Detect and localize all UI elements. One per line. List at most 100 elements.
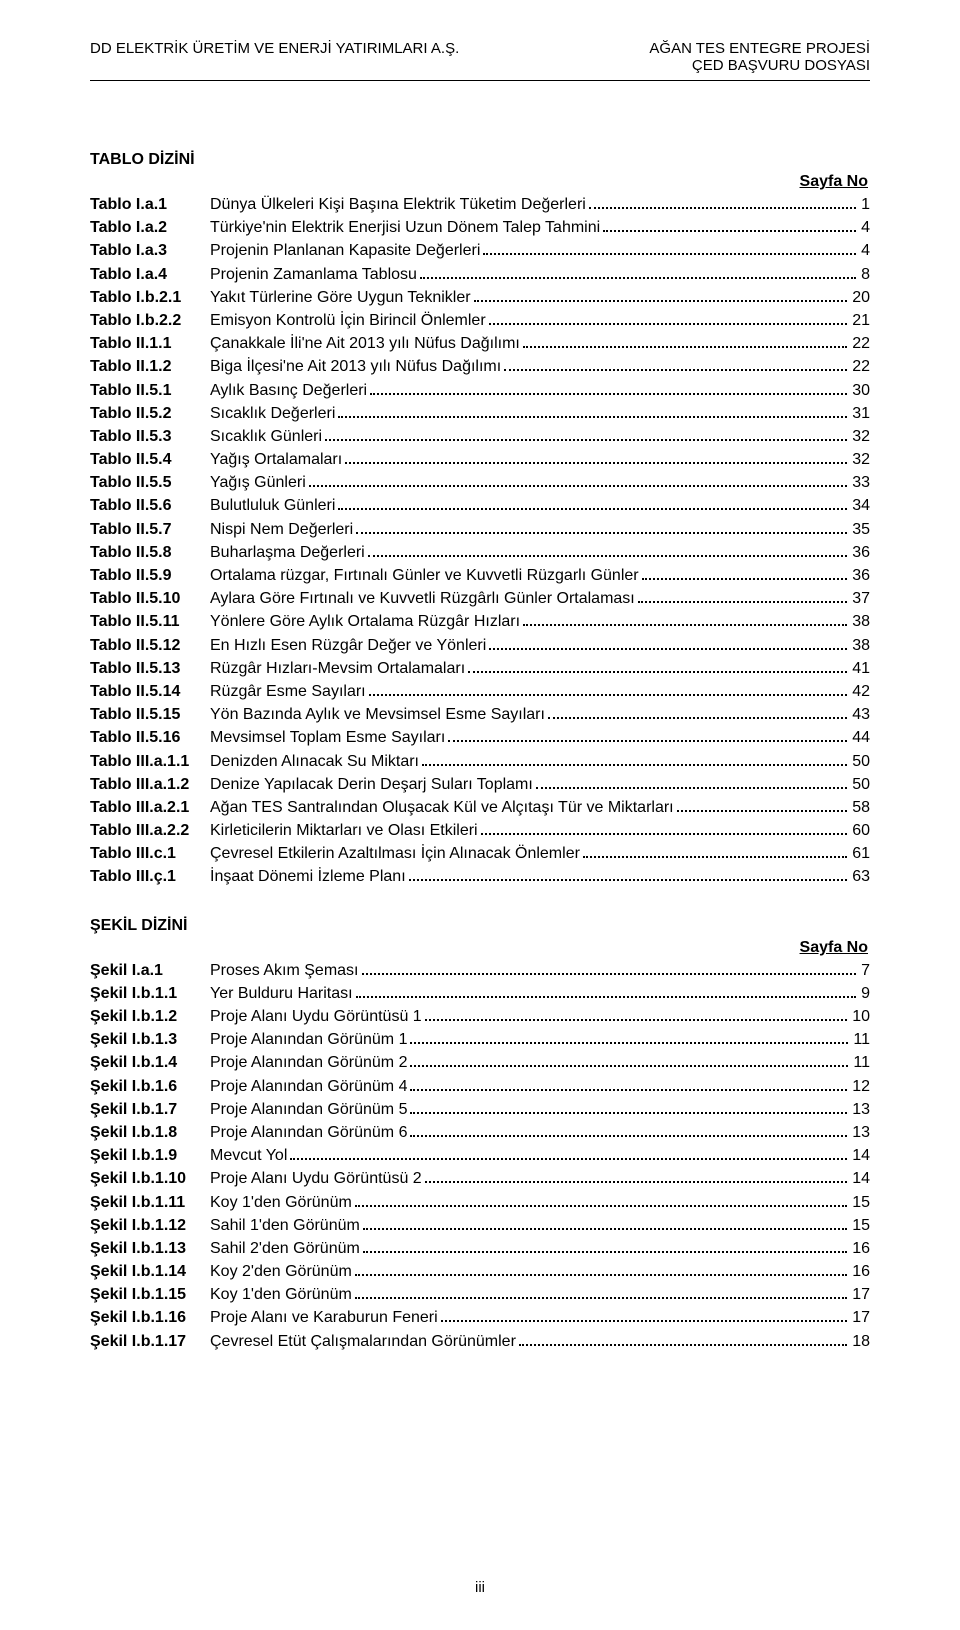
tablo-ref: Tablo II.5.10 bbox=[90, 587, 210, 610]
tablo-ref: Tablo II.5.4 bbox=[90, 448, 210, 471]
toc-leader-dots bbox=[504, 360, 847, 371]
tablo-page: 63 bbox=[850, 865, 870, 888]
toc-leader-dots bbox=[474, 291, 848, 302]
sekil-title: Sahil 2'den Görünüm bbox=[210, 1237, 360, 1260]
tablo-page: 42 bbox=[850, 680, 870, 703]
tablo-title: Projenin Planlanan Kapasite Değerleri bbox=[210, 239, 480, 262]
tablo-ref: Tablo I.a.1 bbox=[90, 193, 210, 216]
tablo-row: Tablo II.5.14Rüzgâr Esme Sayıları 42 bbox=[90, 680, 870, 703]
tablo-list: Tablo I.a.1Dünya Ülkeleri Kişi Başına El… bbox=[90, 193, 870, 889]
toc-leader-dots bbox=[363, 1219, 847, 1230]
tablo-row: Tablo II.5.10Aylara Göre Fırtınalı ve Ku… bbox=[90, 587, 870, 610]
tablo-page: 35 bbox=[850, 518, 870, 541]
tablo-title: Rüzgâr Esme Sayıları bbox=[210, 680, 366, 703]
sekil-row: Şekil I.b.1.16Proje Alanı ve Karaburun F… bbox=[90, 1306, 870, 1329]
tablo-row: Tablo II.5.15Yön Bazında Aylık ve Mevsim… bbox=[90, 703, 870, 726]
tablo-page: 50 bbox=[850, 773, 870, 796]
sekil-page: 7 bbox=[859, 959, 870, 982]
tablo-ref: Tablo I.a.3 bbox=[90, 239, 210, 262]
sekil-page: 13 bbox=[850, 1121, 870, 1144]
tablo-title: Nispi Nem Değerleri bbox=[210, 518, 353, 541]
tablo-row: Tablo II.5.4Yağış Ortalamaları32 bbox=[90, 448, 870, 471]
tablo-title: En Hızlı Esen Rüzgâr Değer ve Yönleri bbox=[210, 634, 486, 657]
tablo-page: 60 bbox=[850, 819, 870, 842]
sekil-title: Yer Bulduru Haritası bbox=[210, 982, 353, 1005]
tablo-row: Tablo II.5.16Mevsimsel Toplam Esme Sayıl… bbox=[90, 726, 870, 749]
toc-leader-dots bbox=[356, 987, 857, 998]
sekil-ref: Şekil I.b.1.14 bbox=[90, 1260, 210, 1283]
tablo-ref: Tablo II.5.13 bbox=[90, 657, 210, 680]
tablo-page: 38 bbox=[850, 634, 870, 657]
tablo-row: Tablo III.a.2.2Kirleticilerin Miktarları… bbox=[90, 819, 870, 842]
tablo-page: 44 bbox=[850, 726, 870, 749]
sekil-ref: Şekil I.b.1.12 bbox=[90, 1214, 210, 1237]
sekil-ref: Şekil I.b.1.8 bbox=[90, 1121, 210, 1144]
toc-leader-dots bbox=[481, 824, 848, 835]
toc-leader-dots bbox=[410, 1033, 848, 1044]
tablo-title: Denize Yapılacak Derin Deşarj Suları Top… bbox=[210, 773, 533, 796]
tablo-page: 33 bbox=[850, 471, 870, 494]
tablo-row: Tablo I.b.2.2Emisyon Kontrolü İçin Birin… bbox=[90, 309, 870, 332]
toc-leader-dots bbox=[370, 383, 847, 394]
tablo-row: Tablo II.5.2Sıcaklık Değerleri31 bbox=[90, 402, 870, 425]
sekil-title: Proje Alanı Uydu Görüntüsü 2 bbox=[210, 1167, 422, 1190]
tablo-page: 22 bbox=[850, 355, 870, 378]
sekil-page: 10 bbox=[850, 1005, 870, 1028]
sekil-row: Şekil I.b.1.13Sahil 2'den Görünüm16 bbox=[90, 1237, 870, 1260]
sekil-title: Proje Alanından Görünüm 5 bbox=[210, 1098, 407, 1121]
tablo-row: Tablo II.5.6Bulutluluk Günleri34 bbox=[90, 494, 870, 517]
toc-leader-dots bbox=[448, 731, 847, 742]
tablo-title: Sıcaklık Değerleri bbox=[210, 402, 335, 425]
toc-leader-dots bbox=[355, 1265, 847, 1276]
toc-leader-dots bbox=[410, 1126, 847, 1137]
tablo-page: 41 bbox=[850, 657, 870, 680]
sekil-row: Şekil I.b.1.15Koy 1'den Görünüm17 bbox=[90, 1283, 870, 1306]
tablo-title: Aylık Basınç Değerleri bbox=[210, 379, 367, 402]
sekil-ref: Şekil I.b.1.7 bbox=[90, 1098, 210, 1121]
sekil-row: Şekil I.b.1.11Koy 1'den Görünüm15 bbox=[90, 1191, 870, 1214]
tablo-page: 4 bbox=[859, 216, 870, 239]
sekil-row: Şekil I.b.1.4Proje Alanından Görünüm 211 bbox=[90, 1051, 870, 1074]
page-footer: iii bbox=[0, 1579, 960, 1596]
tablo-page: 50 bbox=[850, 750, 870, 773]
tablo-title: Emisyon Kontrolü İçin Birincil Önlemler bbox=[210, 309, 486, 332]
sekil-ref: Şekil I.b.1.17 bbox=[90, 1330, 210, 1353]
tablo-ref: Tablo II.5.3 bbox=[90, 425, 210, 448]
tablo-ref: Tablo II.5.16 bbox=[90, 726, 210, 749]
toc-leader-dots bbox=[338, 499, 847, 510]
sekil-row: Şekil I.b.1.9Mevcut Yol14 bbox=[90, 1144, 870, 1167]
toc-leader-dots bbox=[368, 546, 847, 557]
tablo-page: 30 bbox=[850, 379, 870, 402]
page-no-label-2: Sayfa No bbox=[90, 939, 870, 957]
toc-leader-dots bbox=[362, 963, 857, 974]
tablo-ref: Tablo III.c.1 bbox=[90, 842, 210, 865]
toc-leader-dots bbox=[548, 708, 847, 719]
toc-leader-dots bbox=[338, 407, 847, 418]
sekil-page: 18 bbox=[850, 1330, 870, 1353]
sekil-title: Proje Alanından Görünüm 6 bbox=[210, 1121, 407, 1144]
toc-leader-dots bbox=[422, 754, 847, 765]
tablo-title: Sıcaklık Günleri bbox=[210, 425, 322, 448]
tablo-page: 34 bbox=[850, 494, 870, 517]
toc-leader-dots bbox=[489, 314, 848, 325]
toc-leader-dots bbox=[441, 1311, 848, 1322]
toc-leader-dots bbox=[489, 638, 847, 649]
tablo-title: Türkiye'nin Elektrik Enerjisi Uzun Dönem… bbox=[210, 216, 600, 239]
toc-leader-dots bbox=[519, 1334, 847, 1345]
header-rule bbox=[90, 80, 870, 81]
toc-leader-dots bbox=[523, 615, 847, 626]
tablo-row: Tablo II.1.2Biga İlçesi'ne Ait 2013 yılı… bbox=[90, 355, 870, 378]
tablo-ref: Tablo III.a.2.1 bbox=[90, 796, 210, 819]
tablo-title: Ortalama rüzgar, Fırtınalı Günler ve Kuv… bbox=[210, 564, 639, 587]
toc-leader-dots bbox=[410, 1103, 847, 1114]
tablo-row: Tablo II.5.11Yönlere Göre Aylık Ortalama… bbox=[90, 610, 870, 633]
header-left: DD ELEKTRİK ÜRETİM VE ENERJİ YATIRIMLARI… bbox=[90, 40, 459, 74]
toc-leader-dots bbox=[583, 847, 847, 858]
tablo-title: Denizden Alınacak Su Miktarı bbox=[210, 750, 419, 773]
tablo-page: 32 bbox=[850, 425, 870, 448]
tablo-ref: Tablo II.5.6 bbox=[90, 494, 210, 517]
sekil-ref: Şekil I.b.1.16 bbox=[90, 1306, 210, 1329]
tablo-page: 37 bbox=[850, 587, 870, 610]
sekil-page: 15 bbox=[850, 1214, 870, 1237]
tablo-ref: Tablo II.5.14 bbox=[90, 680, 210, 703]
